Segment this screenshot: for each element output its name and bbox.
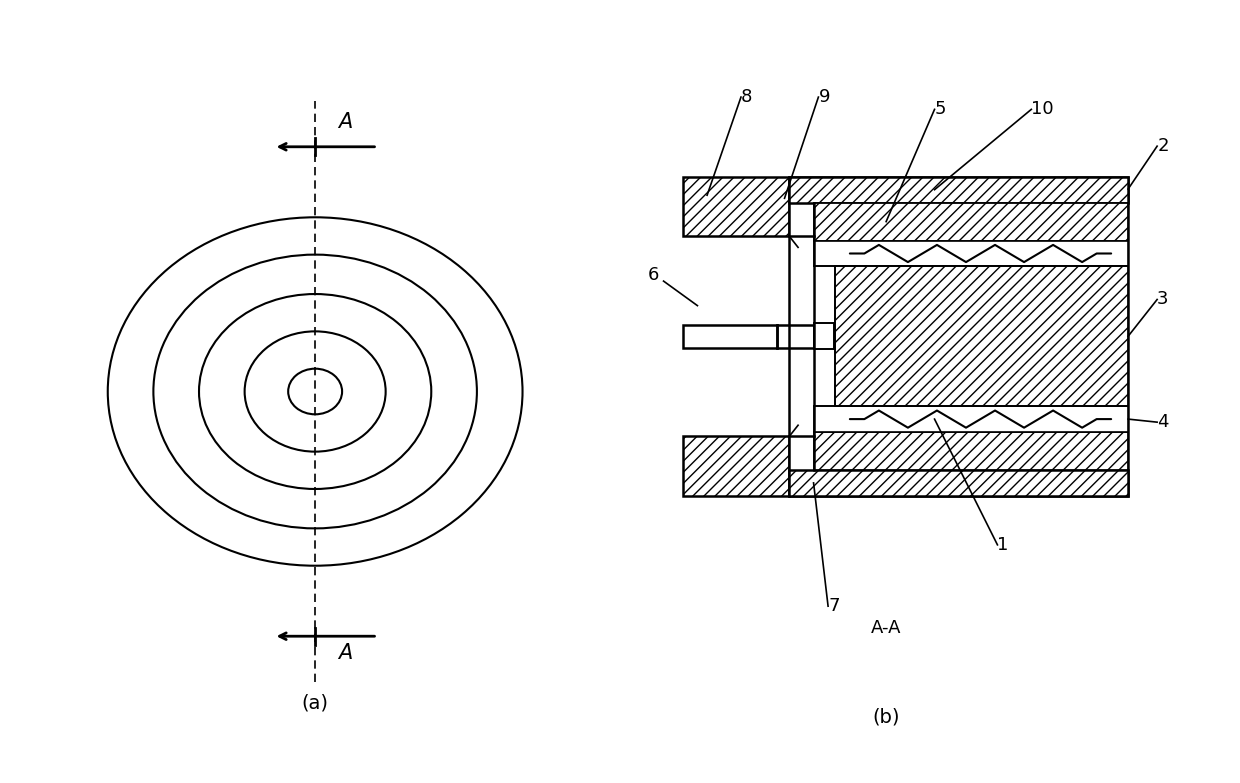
Text: 6: 6 (647, 266, 658, 284)
Text: A: A (339, 643, 352, 662)
Bar (683, 436, 790, 496)
Text: 4: 4 (1157, 413, 1168, 431)
Bar (790, 470, 1128, 496)
Text: 8: 8 (742, 88, 753, 106)
Text: A-A: A-A (870, 619, 901, 637)
Text: 10: 10 (1032, 100, 1054, 118)
Bar (836, 266, 1128, 406)
Text: (b): (b) (873, 707, 900, 726)
Text: 5: 5 (935, 100, 946, 118)
Bar (683, 325, 777, 348)
Text: 3: 3 (1157, 290, 1168, 309)
Text: 2: 2 (1157, 137, 1168, 155)
Text: A: A (339, 112, 352, 132)
Bar (790, 177, 1128, 496)
Text: 9: 9 (818, 88, 830, 106)
Bar (813, 240, 1128, 266)
Bar (813, 432, 1128, 470)
Bar (813, 406, 1128, 432)
Bar (683, 177, 790, 236)
Bar (790, 177, 1128, 203)
Bar (813, 203, 1128, 240)
Text: 1: 1 (997, 536, 1009, 554)
Bar (813, 323, 833, 349)
Text: (a): (a) (301, 693, 329, 712)
Text: 7: 7 (828, 597, 839, 615)
